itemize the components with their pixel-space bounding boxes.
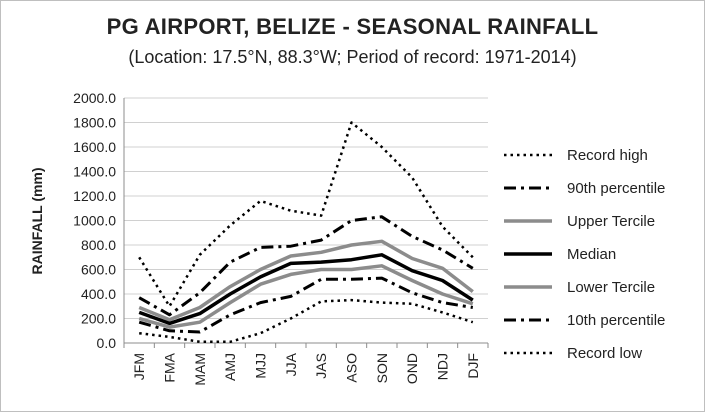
x-axis-ticks: JFM FMA MAM AMJ MJJ JJA JAS ASO SON OND NDJ DJF (123, 343, 489, 386)
legend-label: Upper Tercile (567, 213, 655, 230)
y-axis-label: RAINFALL (mm) (29, 167, 45, 274)
y-tick-label: 200.0 (81, 311, 116, 327)
x-tick-label: ASO (344, 353, 360, 383)
series-lines (138, 121, 474, 344)
legend-label: Record low (567, 345, 642, 362)
series-line-median (138, 253, 474, 326)
legend-label: 90th percentile (567, 180, 665, 197)
series-line-record-high (138, 121, 474, 308)
chart-title: PG AIRPORT, BELIZE - SEASONAL RAINFALL (106, 14, 599, 39)
x-tick-label: FMA (162, 352, 178, 382)
x-tick-label: AMJ (222, 353, 238, 381)
chart-subtitle: (Location: 17.5°N, 88.3°W; Period of rec… (128, 47, 577, 67)
x-tick-label: OND (404, 353, 420, 384)
x-tick-label: JAS (313, 353, 329, 379)
series-line-lower-tercile (138, 264, 474, 329)
y-tick-label: 600.0 (81, 262, 116, 278)
x-tick-label: DJF (465, 353, 481, 379)
series-line-record-low (139, 298, 474, 344)
y-tick-label: 1400.0 (73, 164, 116, 180)
y-tick-label: 1800.0 (73, 115, 116, 131)
legend-label: Median (567, 246, 616, 263)
y-tick-label: 1600.0 (73, 139, 116, 155)
y-tick-label: 1200.0 (73, 188, 116, 204)
legend-label: Record high (567, 147, 648, 164)
gridlines (123, 97, 488, 344)
x-tick-label: JJA (283, 352, 299, 376)
x-tick-label: JFM (131, 353, 147, 380)
x-tick-label: MJJ (253, 353, 269, 379)
x-tick-label: MAM (192, 353, 208, 386)
y-tick-label: 1000.0 (73, 213, 116, 229)
y-tick-label: 400.0 (81, 286, 116, 302)
y-tick-label: 2000.0 (73, 90, 116, 106)
series-line-90th-percentile (138, 215, 474, 317)
legend-label: Lower Tercile (567, 279, 655, 296)
x-tick-label: SON (374, 353, 390, 383)
y-tick-label: 800.0 (81, 237, 116, 253)
y-tick-label: 0.0 (97, 335, 117, 351)
legend: Record high 90th percentile Upper Tercile M… (504, 147, 665, 362)
series-line-upper-tercile (138, 239, 474, 322)
x-tick-label: NDJ (435, 353, 451, 380)
series-line-10th-percentile (138, 276, 474, 334)
y-axis-ticks: 0.0 200.0 400.0 600.0 800.0 1000.0 1200.0 1400.… (73, 90, 116, 351)
legend-label: 10th percentile (567, 312, 665, 329)
